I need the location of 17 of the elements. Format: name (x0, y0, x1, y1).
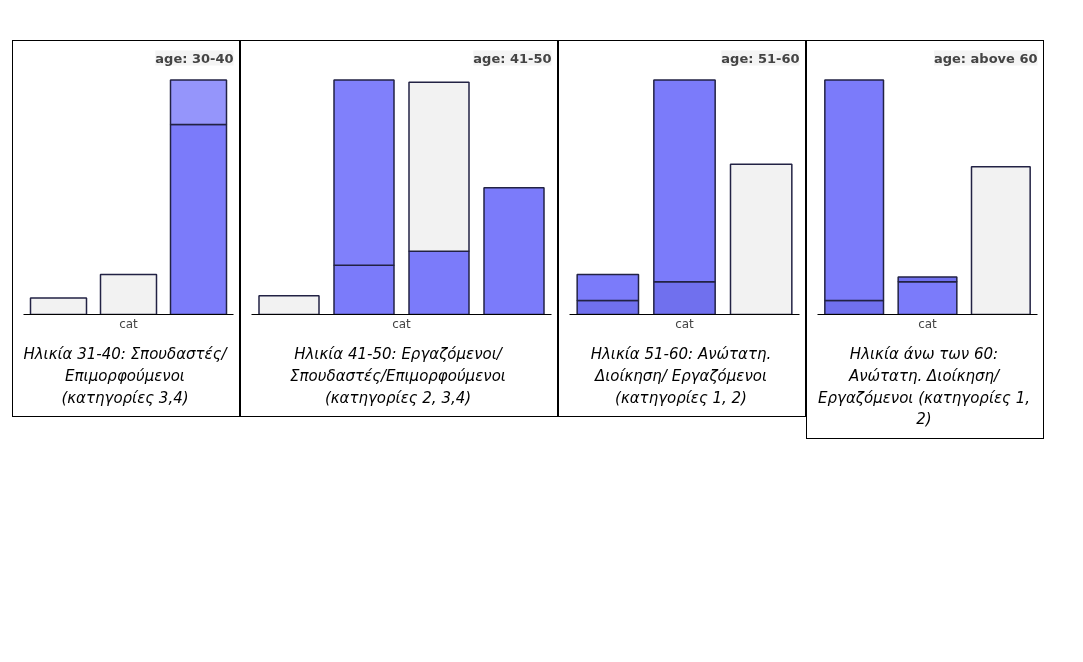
x-axis-title: cat (392, 316, 412, 331)
x-axis-title: cat (918, 316, 938, 331)
x-axis-title: cat (675, 316, 695, 331)
bar (483, 187, 545, 315)
bar (99, 273, 158, 315)
x-axis-title: cat (119, 316, 139, 331)
chart-title: age: 41-50 (473, 50, 552, 66)
chart-title: age: 51-60 (721, 50, 800, 66)
bar (729, 163, 793, 315)
text: Ηλικία 31-40: Σπουδαστές/ Επιμορφούμενοι (κατηγορίες 3,4) (22, 344, 229, 409)
text: Ηλικία 51-60: Ανώτατη. Διοίκηση/ Εργαζόμενοι (κατηγορίες 1, 2) (589, 344, 773, 409)
text: Ηλικία 41-50: Εργαζόμενοι/Σπουδαστές/Επιμορφούμενοι (κατηγορίες 2, 3,4) (289, 344, 507, 409)
chart-title: age: 30-40 (155, 50, 234, 66)
text: Ηλικία άνω των 60: Ανώτατη. Διοίκηση/ Εργαζόμενοι (κατηγορίες 1, 2) (817, 344, 1031, 431)
bar (970, 165, 1031, 315)
chart-title: age: above 60 (933, 50, 1038, 66)
bar (29, 297, 88, 315)
